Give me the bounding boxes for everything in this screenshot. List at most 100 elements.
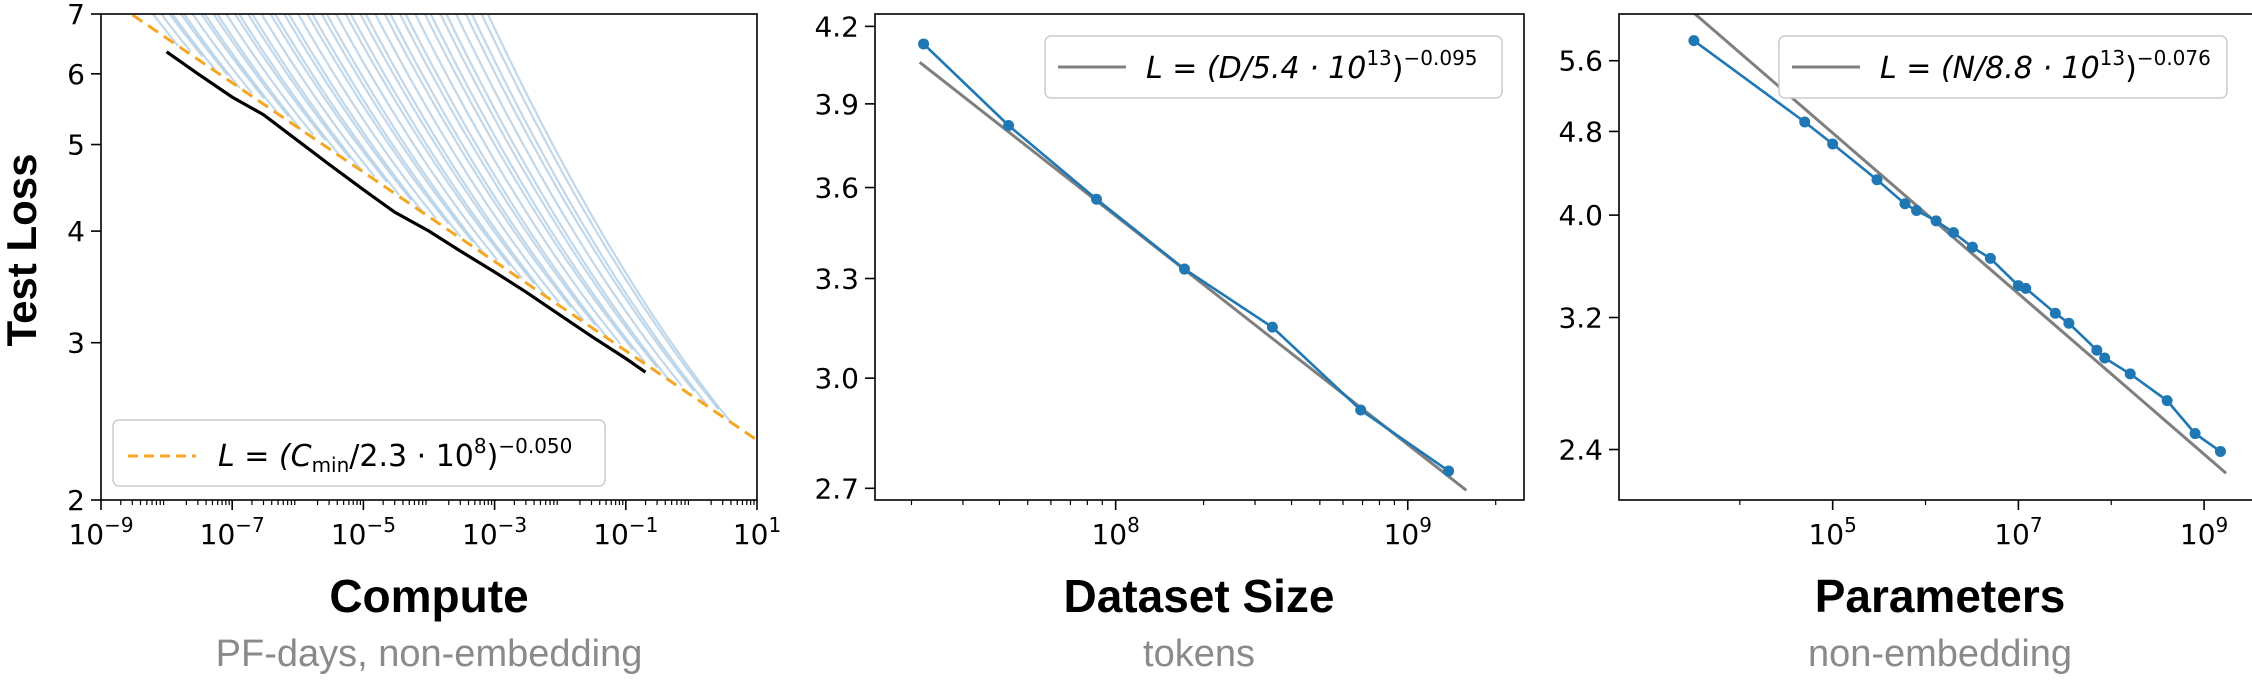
- learning-curve: [237, 14, 339, 154]
- legend-box: [112, 419, 606, 487]
- data-point: [2020, 282, 2032, 294]
- data-point: [1827, 138, 1839, 150]
- data-point: [1947, 227, 1959, 239]
- learning-curve: [398, 14, 597, 327]
- learning-curve: [486, 14, 732, 423]
- x-tick-label: 109: [1384, 513, 1432, 551]
- compute-xlabel-sub: PF-days, non-embedding: [216, 633, 643, 675]
- compute-frontier-line: [165, 50, 647, 374]
- learning-curve: [470, 14, 708, 405]
- data-point: [1871, 174, 1883, 186]
- learning-curve: [480, 14, 720, 410]
- data-point: [1911, 205, 1923, 217]
- learning-curve: [273, 14, 401, 196]
- y-tick-label: 5: [67, 129, 85, 162]
- y-tick-label: 3: [67, 327, 85, 360]
- learning-curve: [199, 14, 265, 100]
- learning-curve: [359, 14, 536, 285]
- learning-curve: [179, 14, 229, 76]
- learning-curve: [159, 14, 192, 52]
- y-tick-label: 3.0: [814, 362, 859, 395]
- learning-curve: [320, 14, 474, 243]
- y-tick-label: 4: [67, 215, 85, 248]
- y-tick-label: 4.2: [814, 10, 859, 43]
- data-point: [1003, 120, 1015, 132]
- y-tick-label: 5.6: [1558, 45, 1603, 78]
- learning-curves: [151, 14, 732, 423]
- learning-curve: [171, 14, 216, 71]
- learning-curve: [168, 14, 204, 58]
- y-tick-label: 2.4: [1558, 434, 1603, 467]
- learning-curve: [423, 14, 634, 350]
- dataset-legend: L = (D/5.4 · 1013)−0.095: [1044, 35, 1503, 99]
- learning-curve: [464, 14, 695, 392]
- learning-curve: [224, 14, 315, 136]
- learning-curve: [439, 14, 659, 369]
- parameters-xlabel: Parameters: [1815, 570, 2066, 622]
- learning-curve: [182, 14, 241, 89]
- learning-curve: [246, 14, 351, 160]
- learning-curve: [260, 14, 376, 178]
- compute-chart: 10−9 10−7 10−5 10−3 10−1 101 2 3 4 5 6 7 L = (Cmin/…: [67, 0, 781, 675]
- dataset-plot: [918, 38, 1468, 492]
- x-tick-label: 107: [1994, 513, 2042, 551]
- x-tick-label: 109: [2180, 513, 2228, 551]
- data-point: [1799, 116, 1811, 128]
- data-point: [2049, 307, 2061, 319]
- legend-fit-label: L = (Cmin/2.3 · 108)−0.050: [218, 434, 572, 477]
- y-tick-label: 4.8: [1558, 115, 1603, 148]
- parameters-chart: 105 107 109 2.4 3.2 4.0 4.8 5.6 L = (N/8.8 · 10…: [1558, 13, 2252, 675]
- data-point: [1355, 404, 1367, 416]
- x-tick-label: 101: [733, 513, 781, 551]
- x-tick-label: 10−3: [462, 513, 527, 551]
- learning-curve: [404, 14, 609, 340]
- learning-curve: [311, 14, 462, 238]
- parameters-legend: L = (N/8.8 · 1013)−0.076: [1778, 35, 2228, 99]
- parameters-xlabel-sub: non-embedding: [1808, 633, 2072, 675]
- y-axis-label: Test Loss: [0, 154, 45, 347]
- dataset-frame: [874, 13, 1525, 501]
- dataset-xlabel: Dataset Size: [1063, 570, 1334, 622]
- learning-curve: [203, 14, 278, 112]
- y-tick-label: 2: [67, 484, 85, 517]
- compute-xlabel: Compute: [329, 570, 528, 622]
- learning-curve: [215, 14, 302, 131]
- y-tick-label: 3.2: [1558, 302, 1603, 335]
- learning-curve: [445, 14, 671, 382]
- compute-fit-line: [128, 14, 757, 442]
- learning-curve: [151, 14, 180, 47]
- data-point: [2124, 368, 2136, 380]
- learning-curve: [269, 14, 388, 183]
- learning-curve: [212, 14, 290, 118]
- parameters-ticks: 105 107 109 2.4 3.2 4.0 4.8 5.6: [1558, 45, 2228, 551]
- data-line: [922, 42, 1450, 473]
- data-point: [2161, 395, 2173, 407]
- compute-ticks: 10−9 10−7 10−5 10−3 10−1 101 2 3 4 5 6 7: [67, 0, 781, 551]
- learning-curve: [296, 14, 437, 220]
- x-tick-label: 10−7: [200, 513, 265, 551]
- data-point: [1091, 193, 1103, 205]
- y-tick-label: 7: [67, 0, 85, 31]
- dataset-chart: 108 109 2.7 3.0 3.3 3.6 3.9 4.2 L = (D/5.4 · 10…: [814, 10, 1525, 675]
- learning-curve: [349, 14, 523, 280]
- data-line: [1693, 39, 2222, 453]
- learning-curve: [383, 14, 573, 309]
- data-point: [1899, 198, 1911, 210]
- learning-curve: [251, 14, 364, 173]
- learning-curve: [429, 14, 646, 363]
- learning-curve: [282, 14, 413, 201]
- parameters-frame: [1618, 13, 2252, 501]
- learning-curve: [374, 14, 560, 303]
- data-point: [2099, 352, 2111, 364]
- learning-curve: [334, 14, 499, 261]
- learning-curve: [414, 14, 622, 345]
- learning-curve: [306, 14, 450, 225]
- data-point: [1930, 215, 1942, 227]
- data-point: [2189, 428, 2201, 440]
- x-tick-label: 10−1: [593, 513, 658, 551]
- data-point: [1178, 263, 1190, 275]
- y-tick-label: 6: [67, 58, 85, 91]
- x-tick-label: 108: [1091, 513, 1139, 551]
- learning-curve: [325, 14, 487, 256]
